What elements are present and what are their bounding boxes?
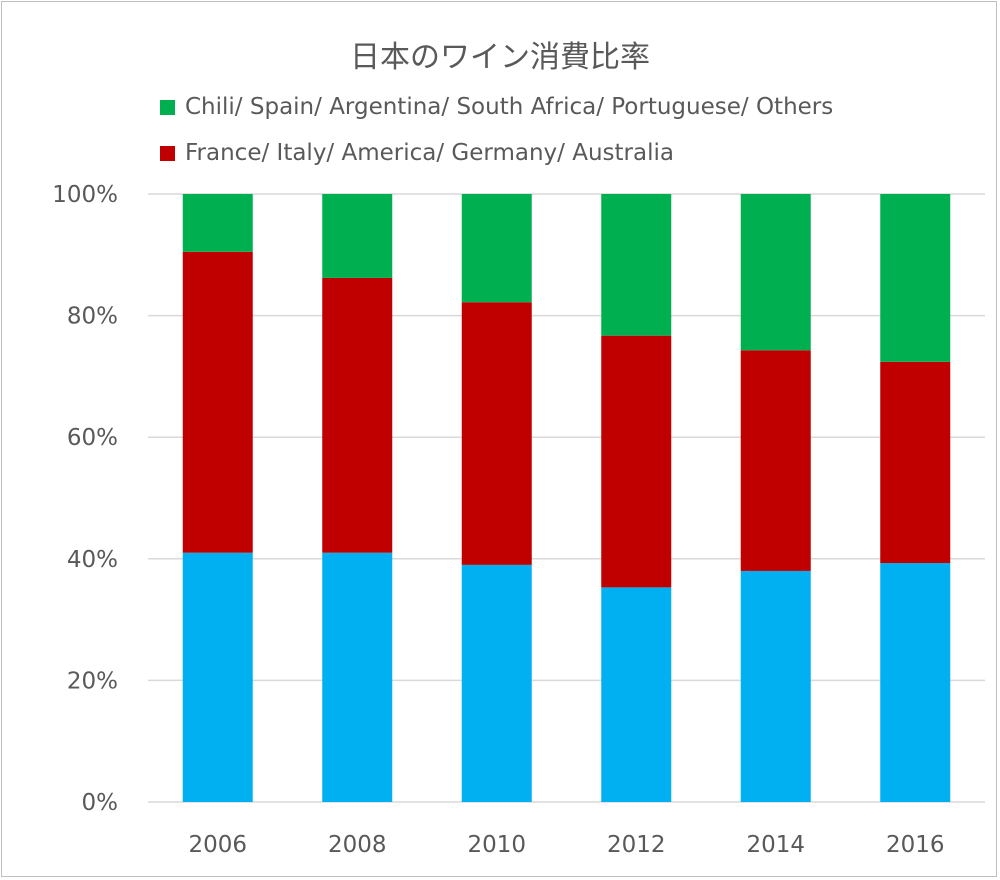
y-tick-label: 100% — [52, 182, 118, 208]
bar-segment — [322, 194, 393, 278]
bar-segment — [322, 552, 393, 802]
x-tick-label: 2012 — [607, 832, 666, 858]
legend-swatch-green — [160, 99, 175, 115]
bar-segment — [461, 564, 532, 802]
x-tick-label: 2016 — [886, 832, 945, 858]
y-tick-label: 60% — [67, 425, 118, 451]
legend-item-france-italy-others: France/ Italy/ America/ Germany/ Austral… — [160, 138, 674, 168]
bar-segment — [601, 587, 672, 802]
y-tick-label: 0% — [82, 790, 119, 816]
bar-segment — [601, 335, 672, 588]
legend-label-france-italy-others: France/ Italy/ America/ Germany/ Austral… — [185, 140, 674, 166]
y-tick-label: 40% — [67, 547, 118, 573]
bar-segment — [461, 194, 532, 303]
bar-segment — [880, 194, 951, 362]
bar-segment — [182, 552, 253, 802]
legend-swatch-red — [160, 145, 175, 161]
bar-segment — [322, 277, 393, 553]
bar-segment — [740, 194, 811, 351]
y-tick-label: 20% — [67, 668, 118, 694]
bar-segment — [880, 361, 951, 564]
legend-item-chili-spain-others: Chili/ Spain/ Argentina/ South Africa/ P… — [160, 92, 833, 122]
x-tick-label: 2006 — [188, 832, 247, 858]
x-tick-label: 2008 — [328, 832, 387, 858]
chart-title: 日本のワイン消費比率 — [350, 40, 650, 75]
legend-label-chili-spain-others: Chili/ Spain/ Argentina/ South Africa/ P… — [185, 94, 834, 120]
bar-segment — [880, 563, 951, 802]
bar-segment — [740, 570, 811, 802]
bar-segment — [182, 251, 253, 553]
bar-segment — [182, 194, 253, 252]
x-tick-label: 2014 — [746, 832, 805, 858]
y-tick-label: 80% — [67, 304, 118, 330]
bar-segment — [461, 302, 532, 565]
bar-segment — [740, 350, 811, 571]
x-tick-label: 2010 — [467, 832, 526, 858]
bar-segment — [601, 194, 672, 336]
